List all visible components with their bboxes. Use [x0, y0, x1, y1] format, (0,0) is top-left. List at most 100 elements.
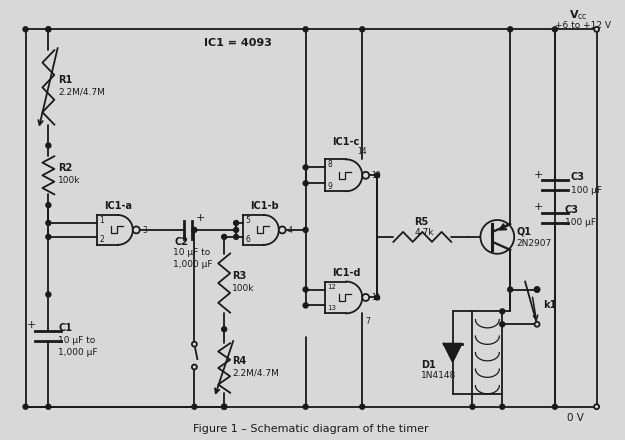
Text: C3: C3 [565, 205, 579, 215]
Circle shape [23, 27, 28, 32]
Text: +: + [533, 170, 542, 180]
Text: +: + [27, 320, 36, 330]
Circle shape [303, 27, 308, 32]
Text: 3: 3 [142, 227, 148, 235]
Text: 4: 4 [288, 227, 292, 235]
Circle shape [362, 294, 369, 301]
Text: 10 μF to: 10 μF to [58, 336, 96, 345]
Circle shape [234, 227, 239, 232]
Text: 2.2M/4.7M: 2.2M/4.7M [232, 368, 279, 378]
Circle shape [222, 327, 227, 332]
Circle shape [46, 143, 51, 148]
Text: C2: C2 [175, 237, 189, 247]
Text: IC1 = 4093: IC1 = 4093 [204, 38, 272, 48]
Circle shape [279, 227, 286, 233]
Bar [472, 312, 502, 394]
Text: IC1-d: IC1-d [332, 268, 361, 278]
Text: 100 μF: 100 μF [571, 186, 602, 195]
Text: Q1: Q1 [516, 227, 531, 237]
Circle shape [222, 404, 227, 409]
Text: 11: 11 [371, 293, 381, 302]
Circle shape [23, 404, 28, 409]
Circle shape [500, 309, 505, 314]
Circle shape [222, 235, 227, 239]
Text: +6 to +12 V: +6 to +12 V [555, 21, 611, 30]
Circle shape [500, 404, 505, 409]
Text: R4: R4 [232, 356, 246, 366]
Circle shape [534, 287, 539, 292]
Text: 100k: 100k [58, 176, 81, 185]
Text: k1: k1 [543, 300, 556, 310]
Text: C3: C3 [571, 172, 585, 182]
Text: C1: C1 [58, 323, 72, 333]
Circle shape [234, 220, 239, 225]
Text: 1,000 μF: 1,000 μF [173, 260, 213, 269]
Circle shape [46, 235, 51, 239]
Circle shape [508, 27, 512, 32]
Circle shape [594, 404, 599, 409]
Circle shape [192, 404, 197, 409]
Circle shape [192, 227, 197, 232]
Circle shape [552, 27, 558, 32]
Text: 100 μF: 100 μF [565, 219, 596, 227]
Circle shape [222, 404, 227, 409]
Circle shape [46, 404, 51, 409]
Text: 2.2M/4.7M: 2.2M/4.7M [58, 88, 105, 97]
Circle shape [234, 235, 239, 239]
Text: +: + [196, 213, 205, 223]
Circle shape [303, 303, 308, 308]
Text: 13: 13 [328, 305, 336, 312]
Text: 12: 12 [328, 283, 336, 290]
Text: 5: 5 [245, 216, 250, 224]
Circle shape [303, 227, 308, 232]
Text: 8: 8 [328, 160, 332, 169]
Circle shape [360, 404, 365, 409]
Circle shape [46, 27, 51, 32]
Circle shape [192, 342, 197, 347]
Circle shape [362, 172, 369, 179]
Text: 1N4148: 1N4148 [421, 371, 456, 380]
Text: D1: D1 [421, 359, 436, 370]
Circle shape [552, 404, 558, 409]
Text: R1: R1 [58, 75, 72, 85]
Text: 10 μF to: 10 μF to [173, 248, 210, 257]
Text: 2N2907: 2N2907 [516, 239, 551, 248]
Text: R5: R5 [414, 217, 429, 227]
Circle shape [534, 322, 539, 327]
Text: R2: R2 [58, 163, 72, 173]
Circle shape [132, 227, 140, 233]
Circle shape [470, 404, 475, 409]
Text: IC1-a: IC1-a [104, 201, 132, 211]
Circle shape [374, 173, 379, 178]
Text: R3: R3 [232, 271, 246, 281]
Text: IC1-b: IC1-b [250, 201, 279, 211]
Text: 6: 6 [245, 235, 250, 244]
Text: 100k: 100k [232, 283, 254, 293]
Text: 0 V: 0 V [567, 413, 584, 423]
Circle shape [303, 165, 308, 170]
Circle shape [222, 404, 227, 409]
Circle shape [594, 27, 599, 32]
Text: 1,000 μF: 1,000 μF [58, 348, 98, 357]
Circle shape [46, 292, 51, 297]
Text: Figure 1 – Schematic diagram of the timer: Figure 1 – Schematic diagram of the time… [192, 424, 428, 433]
Circle shape [360, 27, 365, 32]
Circle shape [192, 364, 197, 370]
Text: 4.7k: 4.7k [414, 228, 434, 238]
Circle shape [534, 287, 539, 292]
Text: +: + [533, 202, 542, 212]
Text: V$_{\rm cc}$: V$_{\rm cc}$ [569, 8, 588, 22]
Circle shape [481, 220, 514, 254]
Circle shape [303, 181, 308, 186]
Circle shape [303, 287, 308, 292]
Circle shape [500, 322, 505, 327]
Circle shape [374, 295, 379, 300]
Circle shape [46, 27, 51, 32]
Polygon shape [444, 344, 461, 362]
Text: 1: 1 [99, 216, 104, 224]
Text: IC1-c: IC1-c [332, 136, 359, 147]
Circle shape [508, 287, 512, 292]
Circle shape [46, 202, 51, 208]
Circle shape [46, 220, 51, 225]
Text: 9: 9 [328, 182, 332, 191]
